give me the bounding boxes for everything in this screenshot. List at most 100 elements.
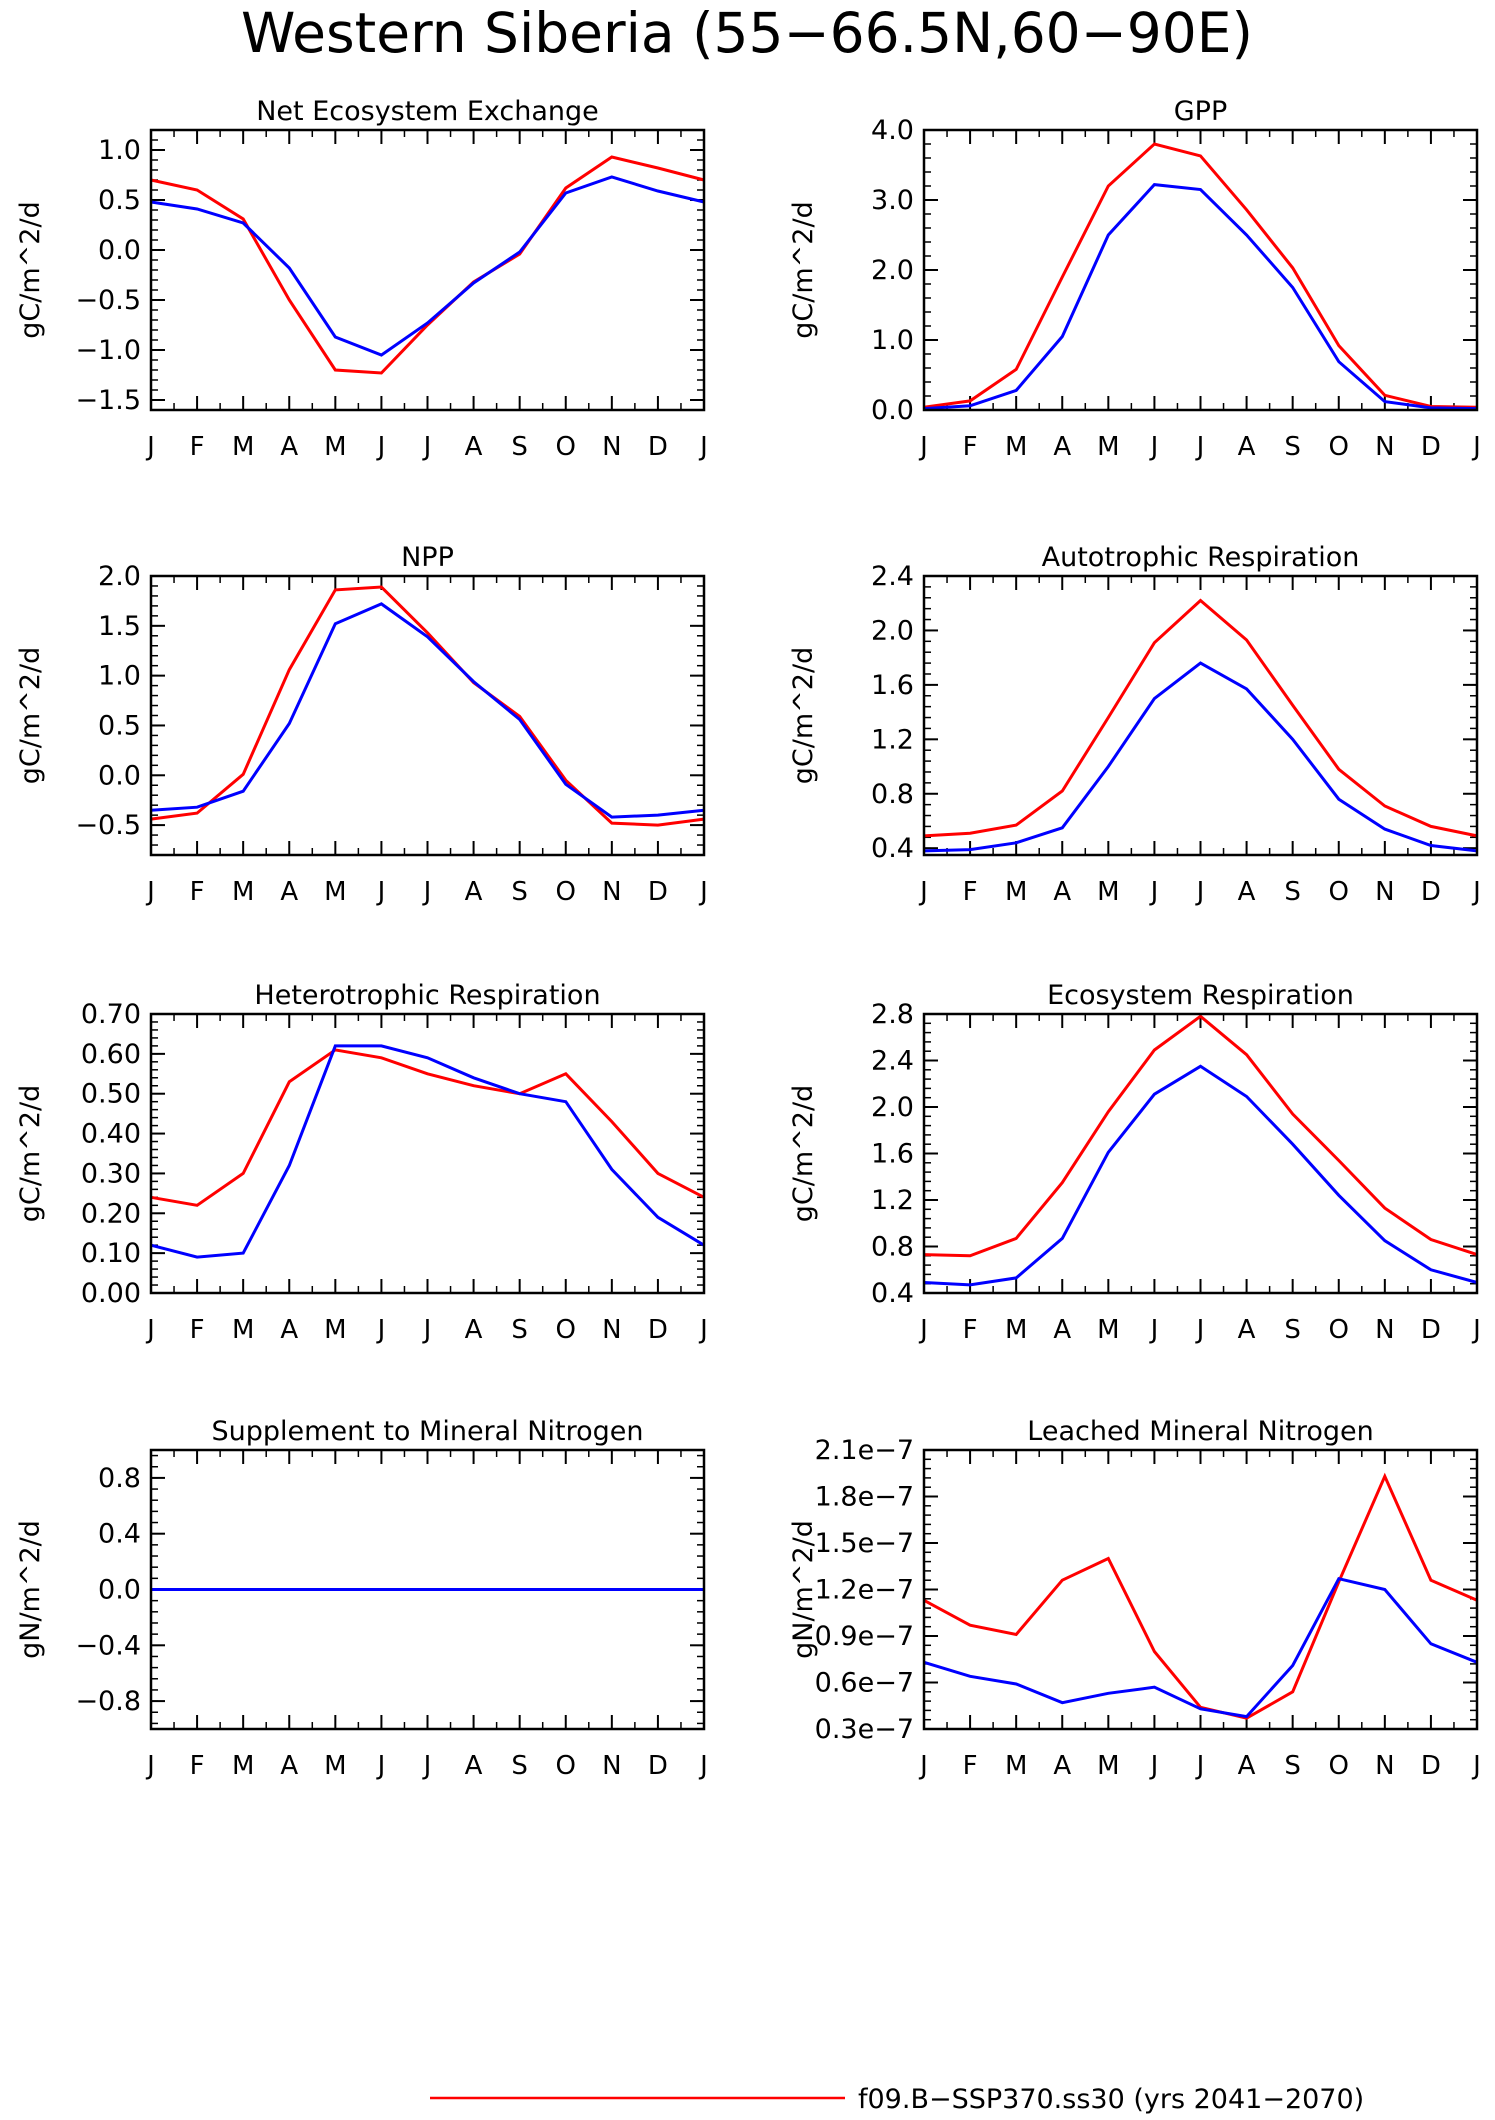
x-tick-label: M	[324, 432, 346, 462]
x-tick-label: S	[511, 1751, 528, 1781]
panel-5: Heterotrophic Respiration gC/m^2/d 0.00 0.1…	[15, 980, 708, 1345]
x-tick-label: O	[556, 1751, 576, 1781]
x-tick-label: F	[963, 1751, 978, 1781]
x-tick-label: D	[648, 1315, 668, 1345]
series-line-red	[923, 142, 1478, 409]
x-tick-label: J	[1471, 877, 1481, 907]
x-tick-label: M	[232, 1751, 254, 1781]
y-tick-label: 0.8	[871, 779, 914, 810]
y-tick-label: 0.0	[871, 395, 914, 426]
series-line-red	[923, 598, 1478, 838]
x-tick-label: S	[1284, 877, 1301, 907]
x-tick-label: J	[1471, 1751, 1481, 1781]
panel-title: Supplement to Mineral Nitrogen	[212, 1416, 644, 1447]
panel-4: Autotrophic Respiration gC/m^2/d 0.4 0.8 1.2…	[788, 542, 1481, 907]
y-axis-label: gC/m^2/d	[788, 647, 819, 784]
plot-frame	[149, 1012, 706, 1295]
x-tick-label: J	[918, 432, 928, 462]
x-tick-label: F	[190, 432, 205, 462]
plot-frame	[922, 1012, 1479, 1295]
x-tick-label: J	[376, 432, 386, 462]
y-tick-label: 1.5	[98, 611, 141, 642]
x-tick-label: F	[190, 877, 205, 907]
x-tick-label: J	[1149, 877, 1159, 907]
x-tick-label: A	[280, 432, 298, 462]
x-tick-label: J	[422, 1751, 432, 1781]
x-tick-label: N	[1375, 877, 1394, 907]
x-tick-label: J	[1195, 877, 1205, 907]
y-tick-label: 2.1e−7	[815, 1435, 914, 1466]
panel-title: Leached Mineral Nitrogen	[1027, 1416, 1373, 1447]
y-tick-label: 0.60	[81, 1039, 141, 1070]
y-tick-label: 0.6e−7	[815, 1668, 914, 1699]
series-line-blue	[923, 1064, 1478, 1287]
plot-frame	[922, 128, 1479, 412]
x-tick-label: A	[1053, 432, 1071, 462]
y-tick-label: 1.0	[98, 135, 141, 166]
y-tick-label: 0.8	[871, 1232, 914, 1263]
x-tick-label: J	[698, 432, 708, 462]
x-tick-label: S	[1284, 1751, 1301, 1781]
series-line-blue	[150, 175, 705, 357]
plot-frame	[149, 128, 706, 412]
x-tick-label: M	[1005, 432, 1027, 462]
y-tick-label: −0.5	[75, 810, 141, 841]
y-tick-label: 0.0	[98, 1575, 141, 1606]
x-tick-label: N	[1375, 1751, 1394, 1781]
x-tick-label: S	[1284, 432, 1301, 462]
x-tick-label: O	[1329, 1751, 1349, 1781]
x-tick-label: N	[602, 1751, 621, 1781]
x-tick-label: J	[145, 432, 155, 462]
x-tick-label: J	[918, 1751, 928, 1781]
y-tick-label: 1.2	[871, 724, 914, 755]
plot-frame	[149, 574, 706, 857]
y-tick-label: 0.5	[98, 185, 141, 216]
panel-title: Ecosystem Respiration	[1047, 980, 1354, 1011]
panel-1: Net Ecosystem Exchange gC/m^2/d −1.5 −1.0 −0…	[15, 96, 708, 462]
y-tick-label: 2.8	[871, 999, 914, 1030]
y-tick-label: 0.4	[98, 1519, 141, 1550]
x-tick-label: M	[1097, 877, 1119, 907]
series-line-red	[150, 585, 705, 827]
y-tick-label: 0.50	[81, 1079, 141, 1110]
y-axis-label: gC/m^2/d	[788, 1085, 819, 1222]
panel-title: Net Ecosystem Exchange	[256, 96, 599, 127]
x-tick-label: M	[1097, 1315, 1119, 1345]
x-tick-label: M	[324, 877, 346, 907]
x-tick-label: J	[376, 1315, 386, 1345]
series-line-red	[923, 1014, 1478, 1258]
y-tick-label: 0.0	[98, 235, 141, 266]
panel-8: Leached Mineral Nitrogen gN/m^2/d 0.3e−7 0.…	[788, 1416, 1481, 1781]
figure-title: Western Siberia (55−66.5N,60−90E)	[241, 1, 1253, 65]
x-tick-label: J	[1195, 1315, 1205, 1345]
x-tick-label: J	[918, 877, 928, 907]
x-tick-label: F	[963, 877, 978, 907]
x-tick-label: M	[232, 877, 254, 907]
x-tick-label: D	[1421, 1751, 1441, 1781]
x-tick-label: J	[698, 1315, 708, 1345]
y-tick-label: −0.8	[75, 1686, 141, 1717]
x-tick-label: A	[280, 1315, 298, 1345]
x-tick-label: A	[1238, 1315, 1256, 1345]
x-tick-label: M	[324, 1315, 346, 1345]
series-line-blue	[150, 602, 705, 819]
y-tick-label: 2.4	[871, 561, 914, 592]
panel-title: Autotrophic Respiration	[1042, 542, 1360, 573]
x-tick-label: S	[511, 432, 528, 462]
y-tick-label: 0.4	[871, 1278, 914, 1309]
x-tick-label: A	[465, 1751, 483, 1781]
x-tick-label: N	[602, 432, 621, 462]
panel-title: GPP	[1174, 96, 1228, 127]
y-tick-label: −1.5	[75, 385, 141, 416]
y-tick-label: 1.8e−7	[815, 1482, 914, 1513]
y-tick-label: −0.4	[75, 1630, 141, 1661]
x-tick-label: J	[698, 877, 708, 907]
y-tick-label: 1.0	[98, 661, 141, 692]
plot-frame	[149, 1448, 706, 1731]
y-tick-label: 2.0	[871, 255, 914, 286]
x-tick-label: O	[556, 432, 576, 462]
y-tick-label: 1.6	[871, 670, 914, 701]
y-tick-label: 1.2	[871, 1185, 914, 1216]
